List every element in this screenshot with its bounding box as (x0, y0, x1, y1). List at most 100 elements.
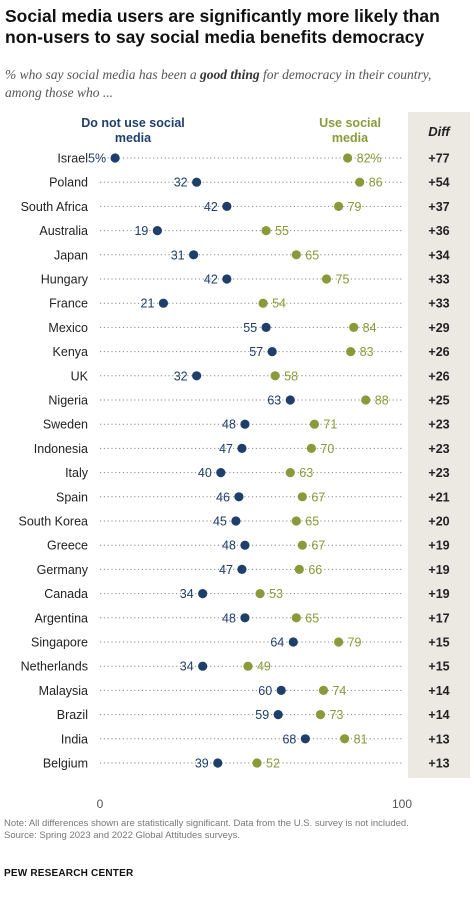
user-value-label: 65 (305, 248, 319, 262)
diff-value: +19 (428, 563, 449, 577)
nonuser-dot (158, 298, 169, 308)
user-dot (306, 443, 316, 453)
category-label: Greece (47, 539, 88, 553)
category-label: South Korea (19, 515, 89, 529)
nonuser-dot (216, 468, 226, 478)
nonuser-dot (240, 419, 250, 429)
diff-value: +13 (428, 757, 449, 771)
nonuser-dot (222, 274, 232, 284)
user-value-label: 75 (336, 273, 350, 287)
category-label: Japan (54, 248, 88, 262)
nonuser-value-label: 48 (222, 611, 236, 625)
user-value-label: 84 (363, 321, 377, 335)
nonuser-dot (267, 347, 277, 357)
diff-value: +36 (428, 224, 449, 238)
category-label: Brazil (57, 708, 88, 722)
user-dot (258, 298, 268, 308)
diff-value: +19 (428, 539, 449, 553)
nonuser-dot (110, 153, 120, 163)
diff-value: +23 (428, 442, 449, 456)
nonuser-value-label: 42 (204, 200, 218, 214)
user-value-label: 74 (332, 684, 346, 698)
user-value-label: 66 (308, 563, 322, 577)
user-value-label: 55 (275, 224, 289, 238)
category-label: India (61, 732, 88, 746)
nonuser-value-label: 48 (222, 418, 236, 432)
user-dot (333, 637, 344, 647)
category-label: Argentina (34, 611, 88, 625)
brand-logo-text: PEW RESEARCH CENTER (4, 868, 134, 879)
user-dot (291, 250, 301, 260)
category-label: France (49, 297, 88, 311)
user-dot (346, 347, 356, 357)
user-dot (243, 661, 253, 671)
user-value-label: 67 (311, 490, 325, 504)
category-label: Netherlands (21, 660, 88, 674)
user-dot (297, 492, 307, 502)
user-dot (261, 226, 271, 236)
nonuser-value-label: 32 (174, 176, 188, 190)
nonuser-dot (234, 492, 244, 502)
category-label: Poland (49, 176, 88, 190)
diff-value: +23 (428, 418, 449, 432)
diff-value: +14 (428, 708, 449, 722)
diff-value: +26 (428, 369, 449, 383)
nonuser-dot (222, 201, 232, 211)
category-label: Sweden (43, 418, 88, 432)
user-value-label: 82% (357, 152, 382, 166)
user-dot (291, 613, 301, 623)
category-label: Malaysia (39, 684, 88, 698)
nonuser-value-label: 55 (243, 321, 257, 335)
category-label: South Africa (21, 200, 88, 214)
user-dot (270, 371, 280, 381)
user-dot (333, 201, 344, 211)
user-value-label: 67 (311, 539, 325, 553)
chart-note: Note: All differences shown are statisti… (4, 818, 470, 842)
nonuser-value-label: 47 (219, 563, 233, 577)
diff-value: +23 (428, 466, 449, 480)
user-dot (291, 516, 301, 526)
nonuser-dot (240, 540, 250, 550)
nonuser-value-label: 5% (88, 152, 106, 166)
category-label: Hungary (41, 273, 89, 287)
user-value-label: 54 (272, 297, 286, 311)
nonuser-dot (189, 250, 199, 260)
nonuser-value-label: 40 (198, 466, 212, 480)
nonuser-dot (192, 371, 202, 381)
nonuser-dot (288, 637, 298, 647)
nonuser-value-label: 19 (134, 224, 148, 238)
category-label: Nigeria (48, 394, 88, 408)
diff-value: +19 (428, 587, 449, 601)
user-dot (255, 589, 265, 599)
subtitle-post: for democracy in their country, among th… (5, 67, 432, 100)
nonuser-value-label: 57 (249, 345, 263, 359)
user-value-label: 63 (299, 466, 313, 480)
diff-value: +20 (428, 515, 449, 529)
nonuser-value-label: 68 (282, 732, 296, 746)
category-label: Canada (44, 587, 88, 601)
legend-nonusers: Do not use social media (81, 116, 185, 145)
chart-subtitle: % who say social media has been a good t… (5, 66, 471, 102)
user-dot (294, 564, 304, 575)
diff-value: +14 (428, 684, 449, 698)
nonuser-value-label: 46 (216, 490, 230, 504)
x-tick-label: 100 (392, 797, 412, 810)
chart-title: Social media users are significantly mor… (5, 6, 440, 47)
category-label: Mexico (48, 321, 88, 335)
user-dot (297, 540, 307, 550)
category-label: Australia (39, 224, 88, 238)
user-value-label: 52 (266, 757, 280, 771)
nonuser-dot (273, 710, 283, 720)
nonuser-value-label: 42 (204, 273, 218, 287)
diff-value: +17 (428, 611, 449, 625)
user-dot (343, 153, 353, 163)
diff-value: +77 (428, 152, 449, 166)
note-text: Note: All differences shown are statisti… (4, 818, 409, 829)
diff-value: +15 (428, 636, 449, 650)
subtitle-bold: good thing (199, 67, 260, 82)
category-label: Belgium (43, 757, 88, 771)
user-dot (315, 710, 326, 720)
nonuser-dot (198, 661, 208, 671)
diff-value: +54 (428, 176, 449, 190)
user-value-label: 83 (360, 345, 374, 359)
